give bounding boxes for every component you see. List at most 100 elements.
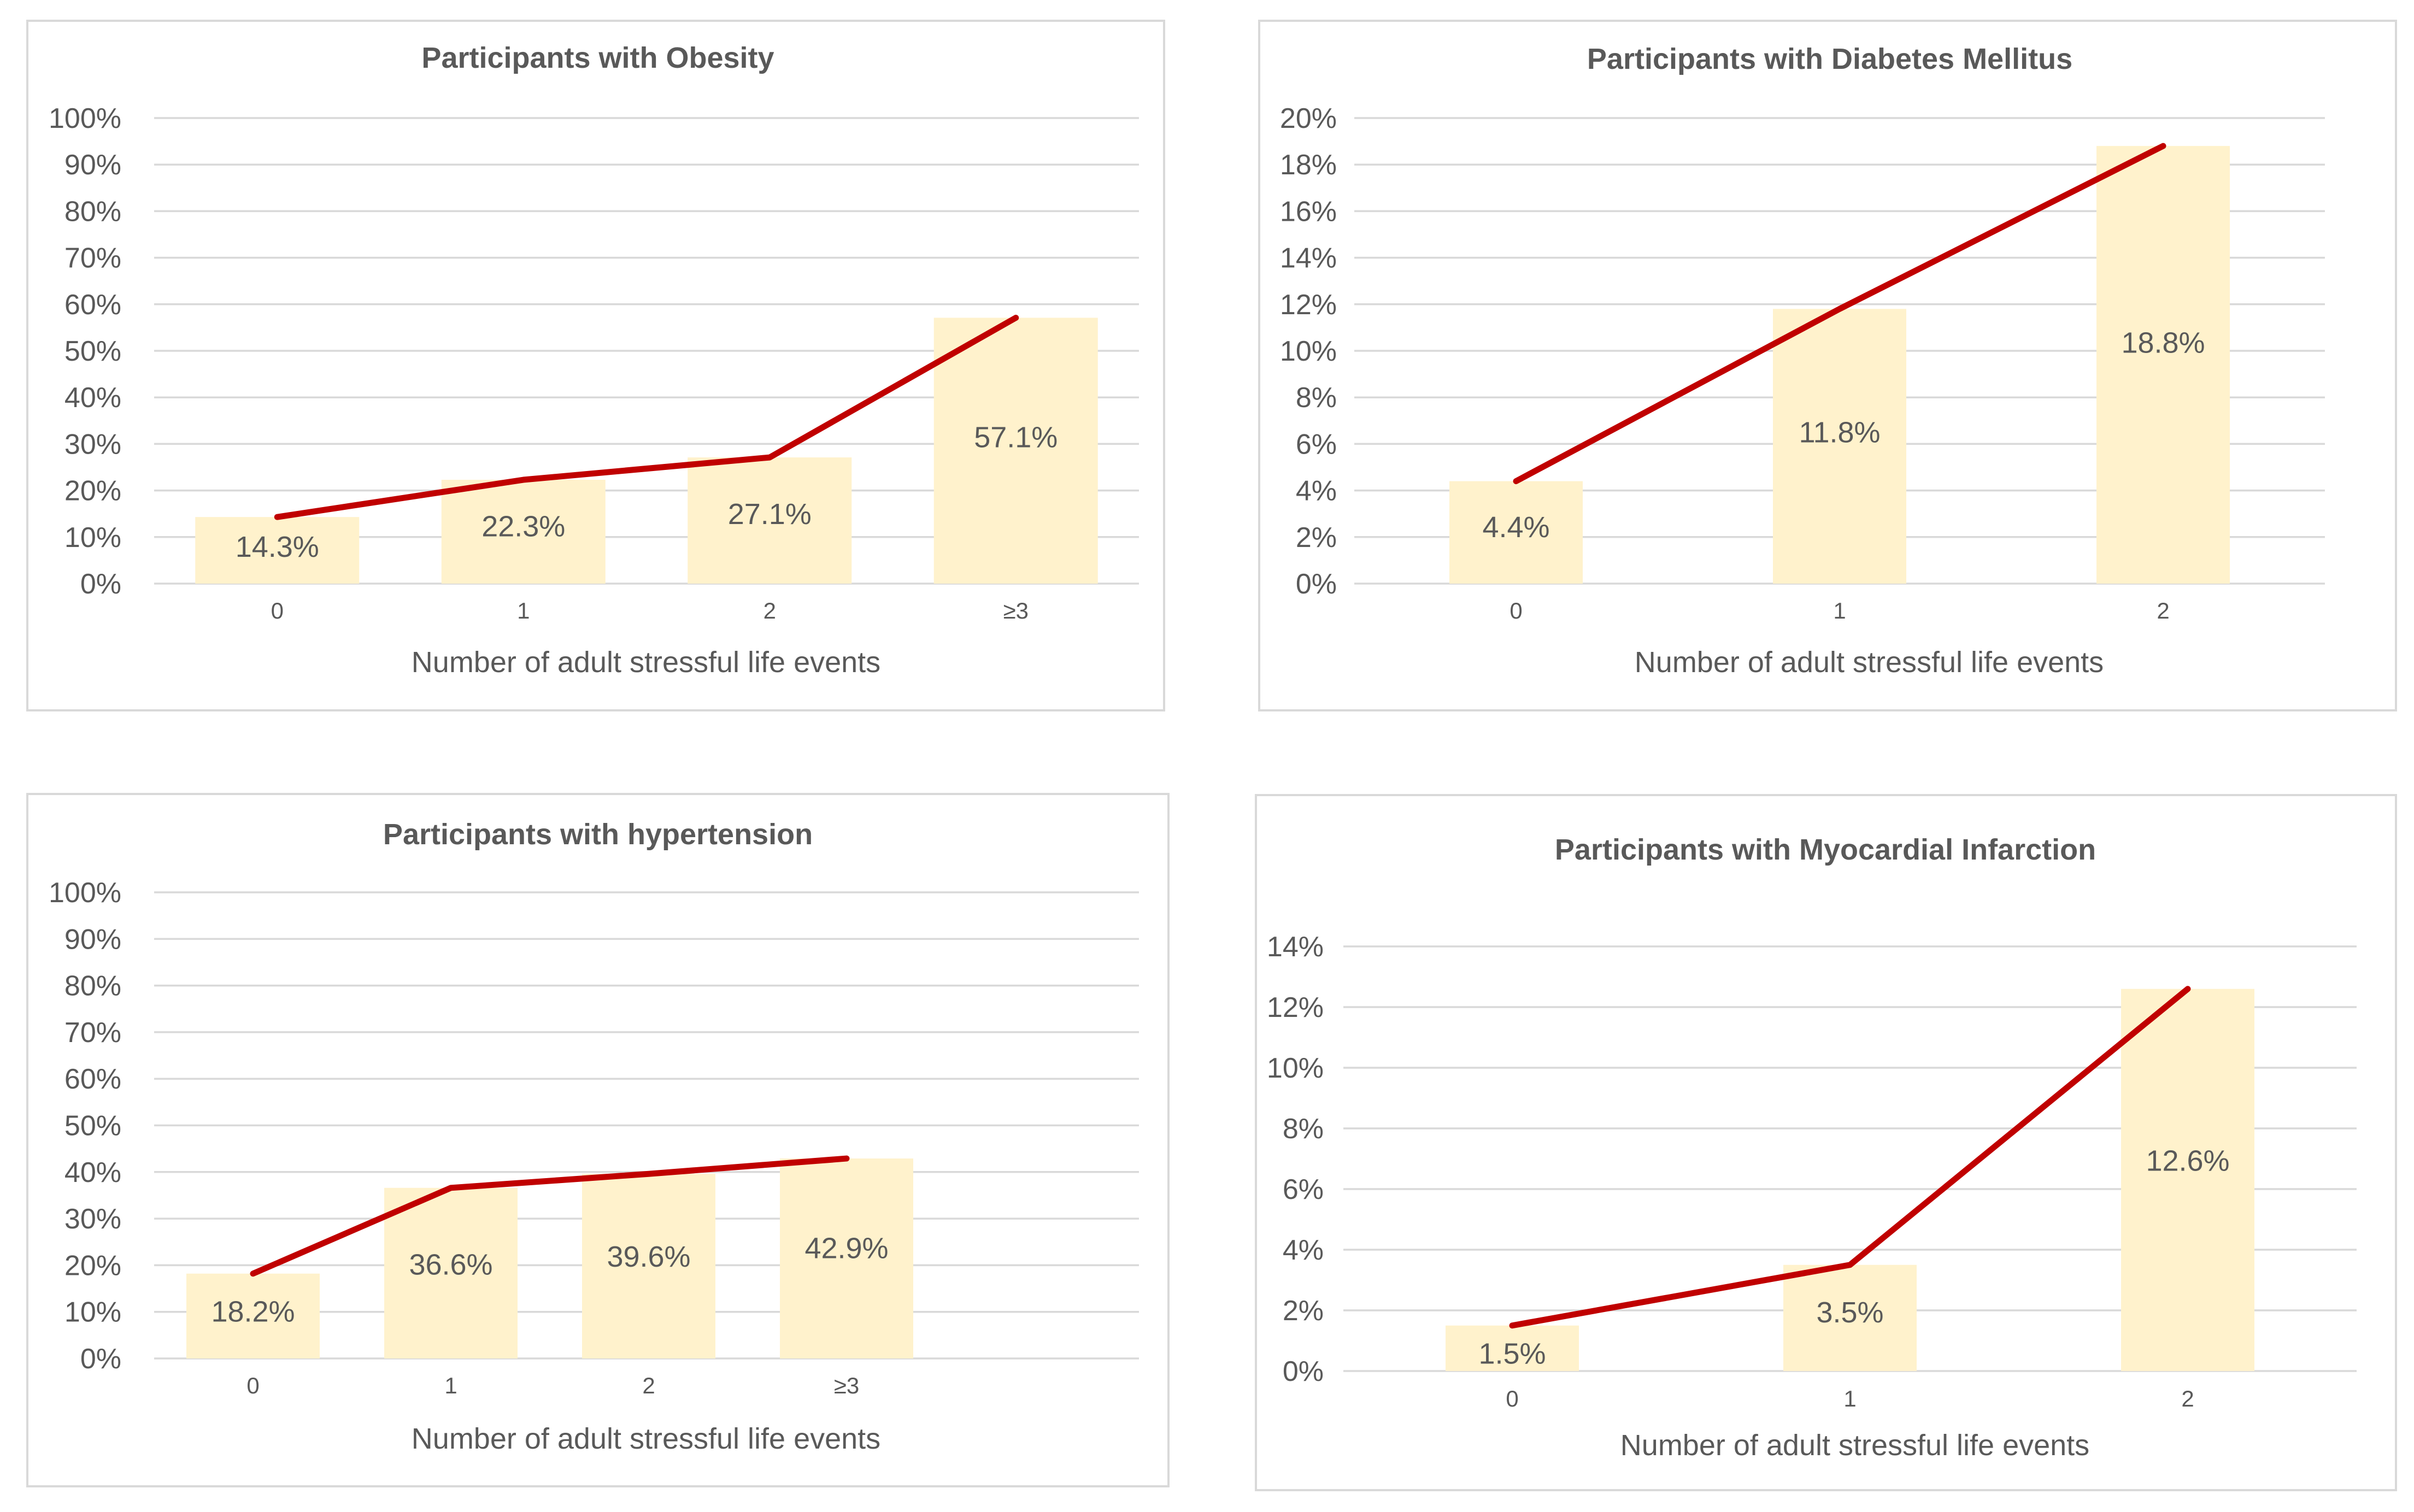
y-tick-label: 16% (1280, 196, 1337, 227)
y-tick-label: 0% (80, 1343, 121, 1375)
x-axis-ticks: 0 1 2 (1510, 598, 2169, 623)
y-axis-ticks: 0% 10% 20% 30% 40% 50% 60% 70% 80% 90% 100% (49, 877, 121, 1375)
y-tick-label: 80% (64, 196, 121, 227)
data-label: 39.6% (607, 1240, 690, 1273)
chart-title: Participants with Myocardial Infarction (1555, 833, 2096, 866)
trend-line-series (250, 1155, 850, 1277)
data-label: 3.5% (1816, 1296, 1883, 1329)
data-label: 27.1% (728, 498, 812, 531)
bar (384, 1187, 518, 1358)
y-tick-label: 8% (1283, 1113, 1324, 1145)
y-axis-ticks: 0% 2% 4% 6% 8% 10% 12% 14% 16% 18% 20% (1280, 103, 1337, 600)
bar (933, 317, 1098, 584)
data-label: 18.2% (211, 1296, 295, 1328)
y-tick-label: 90% (64, 923, 121, 955)
trend-line (250, 1155, 850, 1277)
y-tick-label: 8% (1296, 382, 1337, 414)
bars (1449, 146, 2230, 584)
data-label: 14.3% (236, 531, 319, 563)
chart-obesity: Participants with Obesity 0% 10% 20% 30% 40%… (49, 42, 1139, 679)
y-tick-label: 70% (64, 1017, 121, 1049)
x-axis-label: Number of adult stressful life events (412, 646, 880, 679)
bar (688, 457, 852, 584)
x-tick-label: ≥3 (1003, 598, 1029, 623)
y-tick-label: 12% (1280, 289, 1337, 321)
y-tick-label: 100% (49, 877, 121, 909)
bar (582, 1174, 715, 1358)
y-tick-label: 0% (80, 568, 121, 600)
y-tick-label: 2% (1283, 1295, 1324, 1327)
y-tick-label: 60% (64, 1063, 121, 1095)
chart-hypertension: Participants with hypertension 0% 10% 20% 3… (49, 818, 1139, 1455)
bar (2121, 989, 2254, 1371)
trend-line (1513, 143, 2166, 485)
x-tick-label: 1 (517, 598, 530, 623)
x-axis-label: Number of adult stressful life events (1620, 1429, 2089, 1462)
x-tick-label: 0 (1506, 1386, 1518, 1411)
x-tick-label: 0 (1510, 598, 1522, 623)
data-labels: 14.3% 22.3% 27.1% 57.1% (236, 421, 1058, 563)
x-tick-label: 1 (1843, 1386, 1856, 1411)
y-tick-label: 40% (64, 382, 121, 414)
x-tick-label: 0 (246, 1373, 259, 1398)
bar (1783, 1264, 1917, 1371)
bar (186, 1273, 320, 1358)
data-label: 42.9% (804, 1232, 888, 1265)
x-axis-label: Number of adult stressful life events (1635, 646, 2104, 679)
y-tick-label: 60% (64, 289, 121, 321)
data-label: 1.5% (1478, 1337, 1546, 1370)
chart-myocardial-infarction: Participants with Myocardial Infarction … (1267, 833, 2357, 1462)
y-tick-label: 10% (1267, 1052, 1324, 1084)
y-tick-label: 6% (1283, 1174, 1324, 1205)
y-tick-label: 50% (64, 1110, 121, 1142)
bars (1446, 989, 2254, 1371)
trend-line-series (1509, 986, 2191, 1329)
y-tick-label: 20% (1280, 103, 1337, 134)
x-tick-label: 2 (763, 598, 776, 623)
data-labels: 4.4% 11.8% 18.8% (1482, 327, 2205, 544)
y-tick-label: 40% (64, 1157, 121, 1189)
x-tick-label: 1 (1833, 598, 1846, 623)
chart-panel-myocardial-infarction: Participants with Myocardial Infarction … (1255, 794, 2397, 1491)
y-axis-ticks: 0% 2% 4% 6% 8% 10% 12% 14% (1267, 931, 1324, 1387)
chart-diabetes: Participants with Diabetes Mellitus 0% 2%… (1280, 43, 2325, 679)
x-tick-label: 2 (642, 1373, 655, 1398)
y-tick-label: 4% (1283, 1234, 1324, 1266)
x-axis-label: Number of adult stressful life events (412, 1422, 880, 1455)
data-label: 22.3% (481, 510, 565, 543)
data-labels: 18.2% 36.6% 39.6% 42.9% (211, 1232, 888, 1328)
bar (780, 1158, 913, 1358)
y-axis-ticks: 0% 10% 20% 30% 40% 50% 60% 70% 80% 90% 100% (49, 103, 121, 600)
y-tick-label: 80% (64, 970, 121, 1002)
x-tick-label: ≥3 (834, 1373, 859, 1398)
y-tick-label: 14% (1280, 243, 1337, 274)
x-tick-label: 2 (2157, 598, 2169, 623)
bars (195, 317, 1098, 584)
trend-line (274, 315, 1019, 520)
y-tick-label: 90% (64, 149, 121, 181)
chart-title: Participants with Diabetes Mellitus (1587, 43, 2072, 75)
y-tick-label: 4% (1296, 475, 1337, 507)
data-label: 11.8% (1799, 416, 1880, 449)
chart-panel-obesity: Participants with Obesity 0% 10% 20% 30% 40%… (26, 20, 1165, 711)
data-label: 12.6% (2146, 1144, 2229, 1177)
x-tick-label: 2 (2181, 1386, 2194, 1411)
data-label: 4.4% (1482, 511, 1549, 544)
y-tick-label: 30% (64, 1203, 121, 1235)
x-axis-ticks: 0 1 2 ≥3 (271, 598, 1029, 623)
chart-panel-diabetes: Participants with Diabetes Mellitus 0% 2%… (1258, 20, 2397, 711)
y-tick-label: 18% (1280, 149, 1337, 181)
bar (1773, 309, 1906, 584)
y-tick-label: 0% (1283, 1356, 1324, 1387)
y-tick-label: 20% (64, 1250, 121, 1281)
chart-title: Participants with hypertension (383, 818, 813, 851)
bar (2096, 146, 2230, 584)
y-tick-label: 2% (1296, 522, 1337, 554)
bar (1449, 481, 1583, 584)
x-tick-label: 1 (444, 1373, 457, 1398)
y-tick-label: 50% (64, 336, 121, 367)
data-label: 57.1% (974, 421, 1058, 454)
bar (195, 517, 360, 584)
chart-panel-hypertension: Participants with hypertension 0% 10% 20% 3… (26, 793, 1170, 1487)
bar (441, 480, 606, 584)
